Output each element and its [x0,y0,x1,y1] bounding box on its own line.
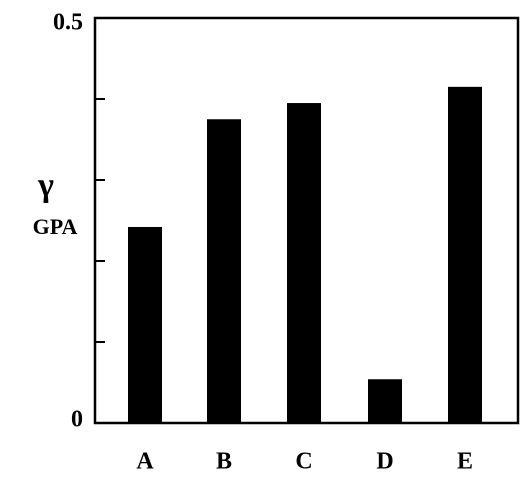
y-tick-label: 0.5 [53,10,83,36]
bar [368,379,402,423]
bar [448,86,482,423]
x-tick-label: A [136,449,154,475]
bar [207,119,241,423]
x-tick-label: C [295,449,312,475]
y-tick-label: 0 [71,407,83,433]
y-axis-label-subscript: GPA [33,214,78,239]
bar [128,226,162,423]
y-axis-label: γ [37,167,54,204]
x-tick-label: E [457,449,473,475]
x-tick-label: D [376,449,393,475]
bar [287,103,321,424]
x-tick-label: B [216,449,232,475]
